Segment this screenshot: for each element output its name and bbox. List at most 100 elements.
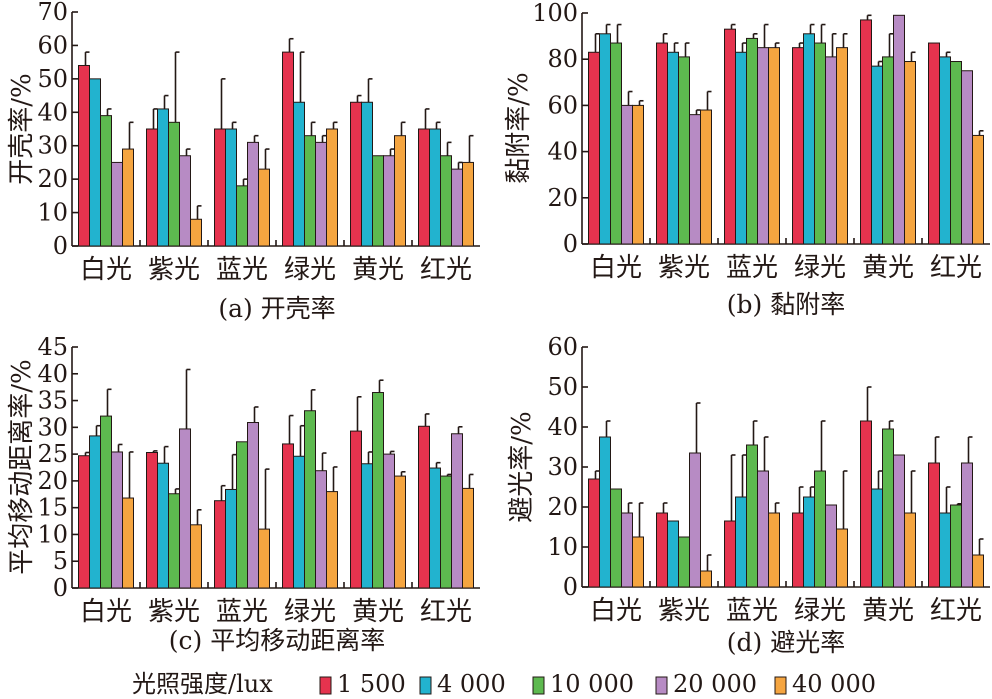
y-tick-label: 35 <box>37 387 68 415</box>
bar <box>394 135 406 247</box>
y-tick-label: 40 <box>547 138 578 166</box>
bar <box>814 42 826 245</box>
chart-panel-2: 0 20 40 60 80 100 白光 紫光 蓝光 绿光 黄光 红光 黏附率/% (b) 黏附率 <box>504 0 990 319</box>
bar <box>950 504 962 588</box>
y-tick-label: 10 <box>37 199 68 227</box>
bar <box>451 433 463 589</box>
legend-title: 光照强度/lux <box>132 670 273 698</box>
bar <box>871 65 883 245</box>
bar <box>168 493 180 589</box>
bar <box>157 462 169 589</box>
bar <box>610 488 622 588</box>
bar <box>429 128 441 247</box>
bar <box>179 155 191 247</box>
bar <box>326 128 338 247</box>
bar <box>293 101 305 247</box>
bar <box>871 488 883 588</box>
y-axis-title: 黏附率/% <box>504 72 534 183</box>
bar <box>599 436 611 588</box>
bar <box>724 520 736 588</box>
bar <box>361 463 373 589</box>
y-axis-title: 开壳率/% <box>7 73 37 184</box>
bar <box>757 470 769 588</box>
bar <box>78 64 90 247</box>
bar <box>225 488 237 589</box>
bar <box>746 444 758 588</box>
y-tick-label: 40 <box>37 360 68 388</box>
bar <box>757 47 769 245</box>
bar <box>236 441 248 589</box>
y-tick-label: 20 <box>547 493 578 521</box>
bar <box>462 161 474 247</box>
y-tick-label: 70 <box>37 0 68 26</box>
bar <box>678 536 690 588</box>
x-category-label: 绿光 <box>794 253 846 283</box>
bar <box>462 487 474 589</box>
bar <box>610 42 622 245</box>
legend-label-4: 20 000 <box>673 670 757 698</box>
x-category-label: 紫光 <box>658 253 710 283</box>
bar <box>394 475 406 589</box>
bar <box>146 128 158 247</box>
y-tick-label: 30 <box>547 453 578 481</box>
panel-caption: (b) 黏附率 <box>727 290 845 319</box>
bar <box>599 33 611 245</box>
y-tick-label: 60 <box>547 333 578 361</box>
bar <box>383 155 395 247</box>
bar <box>724 28 736 245</box>
bar <box>803 496 815 588</box>
legend-swatch-2 <box>419 676 432 695</box>
bar <box>904 61 916 245</box>
y-tick-label: 60 <box>547 91 578 119</box>
y-tick-label: 25 <box>37 440 68 468</box>
legend-swatch-1 <box>319 676 332 695</box>
x-category-label: 红光 <box>420 597 472 627</box>
x-category-label: 白光 <box>590 596 642 626</box>
y-tick-label: 45 <box>37 333 68 361</box>
bar <box>179 428 191 589</box>
x-category-label: 红光 <box>420 255 472 285</box>
x-category-label: 紫光 <box>658 596 710 626</box>
panel-caption: (a) 开壳率 <box>218 294 335 323</box>
bar <box>792 512 804 588</box>
bar <box>667 51 679 245</box>
bar <box>282 51 294 247</box>
bar <box>293 455 305 589</box>
bar <box>792 47 804 245</box>
legend-label-3: 10 000 <box>550 670 634 698</box>
y-tick-label: 20 <box>37 165 68 193</box>
bar <box>632 104 644 245</box>
y-tick-label: 5 <box>53 547 68 575</box>
bar <box>236 185 248 247</box>
bar <box>100 115 112 247</box>
y-tick-label: 0 <box>563 230 578 258</box>
bar <box>972 134 984 245</box>
bar <box>893 454 905 588</box>
x-category-label: 白光 <box>590 253 642 283</box>
bar <box>836 528 848 588</box>
bar <box>689 452 701 588</box>
bar <box>882 56 894 245</box>
bar <box>904 512 916 588</box>
bar <box>689 114 701 245</box>
legend-swatch-5 <box>774 676 787 695</box>
x-category-label: 紫光 <box>148 255 200 285</box>
y-tick-label: 30 <box>37 132 68 160</box>
bar <box>893 14 905 245</box>
y-tick-label: 20 <box>547 184 578 212</box>
bar <box>157 108 169 247</box>
bar <box>190 218 202 247</box>
bar <box>146 452 158 589</box>
y-tick-label: 20 <box>37 467 68 495</box>
bar <box>429 467 441 589</box>
bar <box>825 504 837 588</box>
bar <box>383 453 395 589</box>
legend-label-5: 40 000 <box>792 670 876 698</box>
bar <box>89 78 101 247</box>
bar <box>440 155 452 247</box>
x-category-label: 蓝光 <box>216 255 268 285</box>
x-category-label: 红光 <box>930 596 982 626</box>
